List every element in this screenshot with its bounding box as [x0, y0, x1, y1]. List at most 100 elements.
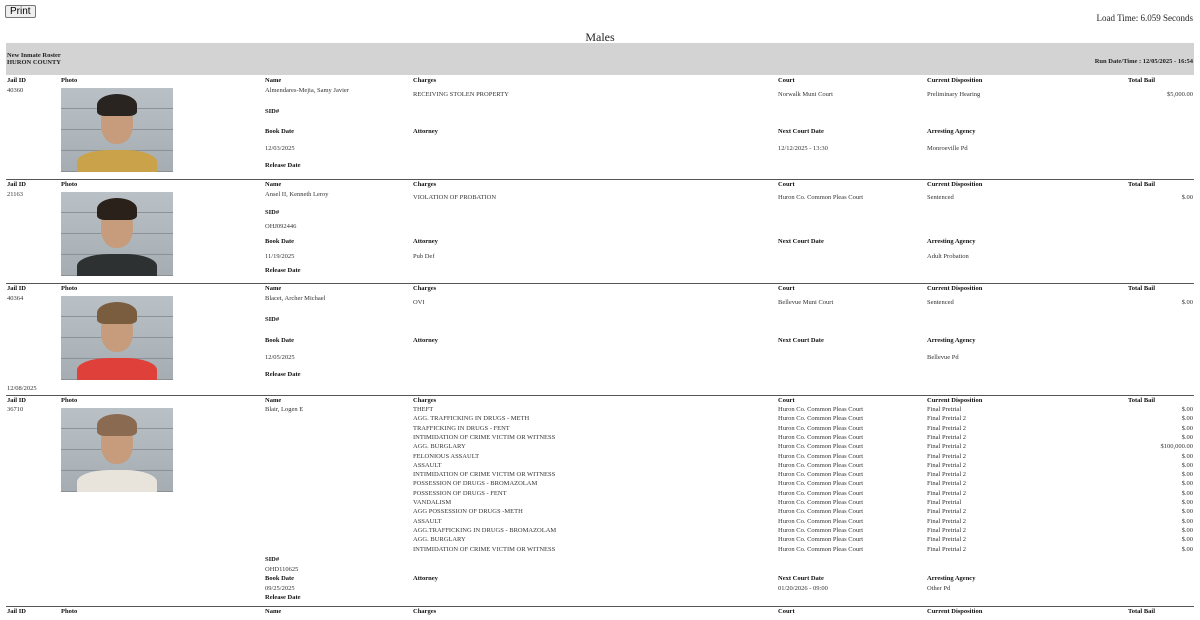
- inmate-name: Ansel II, Kenneth Leroy: [265, 191, 329, 198]
- court: Huron Co. Common Pleas Court: [778, 424, 864, 432]
- attorney-label: Attorney: [413, 337, 438, 344]
- mugshot-photo: [61, 192, 173, 276]
- charge: INTIMIDATION OF CRIME VICTIM OR WITNESS: [413, 433, 556, 441]
- header-total-bail: Total Bail: [1128, 608, 1156, 615]
- book-date-label: Book Date: [265, 575, 295, 582]
- arresting-agency-label: Arresting Agency: [927, 128, 976, 135]
- sid-label: SID#: [265, 209, 280, 216]
- total-bail: $.00: [1181, 480, 1193, 488]
- attorney-label: Attorney: [413, 238, 438, 245]
- next-court-date-label: Next Court Date: [778, 128, 824, 135]
- inmate-name: Almendares-Mejia, Samy Javier: [265, 87, 349, 94]
- charge: ASSAULT: [413, 461, 442, 469]
- disposition: Final Pretrial 2: [927, 489, 966, 497]
- total-bail: $.00: [1181, 299, 1193, 306]
- arresting-agency-label: Arresting Agency: [927, 575, 976, 582]
- header-name: Name: [265, 77, 282, 84]
- header-jail-id: Jail ID: [7, 181, 26, 188]
- header-jail-id: Jail ID: [7, 608, 26, 615]
- roster-name: New Inmate Roster: [7, 52, 61, 59]
- record-divider: [6, 606, 1194, 607]
- disposition: Final Pretrial 2: [927, 526, 966, 534]
- court: Huron Co. Common Pleas Court: [778, 545, 864, 553]
- total-bail: $.00: [1181, 545, 1193, 553]
- court: Huron Co. Common Pleas Court: [778, 508, 864, 516]
- disposition: Preliminary Hearing: [927, 91, 981, 98]
- sid-label: SID#: [265, 556, 280, 563]
- total-bail: $.00: [1181, 452, 1193, 460]
- charge: OVI: [413, 299, 425, 306]
- disposition: Final Pretrial: [927, 499, 962, 506]
- charge: VIOLATION OF PROBATION: [413, 194, 497, 201]
- court: Huron Co. Common Pleas Court: [778, 471, 864, 479]
- court: Huron Co. Common Pleas Court: [778, 194, 864, 201]
- court: Huron Co. Common Pleas Court: [778, 406, 864, 413]
- header-photo: Photo: [61, 285, 78, 292]
- disposition: Final Pretrial 2: [927, 471, 966, 479]
- jail-id: 21163: [7, 191, 24, 198]
- charge: THEFT: [413, 406, 434, 413]
- court: Bellevue Muni Court: [778, 299, 834, 306]
- page-title: Males: [585, 30, 615, 44]
- roster-header-band: New Inmate Roster HURON COUNTY Run Date/T…: [6, 43, 1194, 75]
- header-charges: Charges: [413, 181, 437, 188]
- arresting-agency-label: Arresting Agency: [927, 337, 976, 344]
- arresting-agency: Adult Probation: [927, 253, 969, 260]
- header-total-bail: Total Bail: [1128, 181, 1156, 188]
- book-date: 12/05/2025: [265, 354, 295, 361]
- next-court-date: 12/12/2025 - 13:30: [778, 145, 828, 152]
- charge: POSSESSION OF DRUGS - BROMAZOLAM: [413, 480, 538, 488]
- charge: AGG. BURGLARY: [413, 443, 466, 451]
- mugshot-photo: [61, 296, 173, 380]
- court: Huron Co. Common Pleas Court: [778, 536, 864, 544]
- jail-id: 40360: [7, 87, 24, 94]
- total-bail: $.00: [1181, 536, 1193, 544]
- total-bail: $.00: [1181, 415, 1193, 423]
- disposition: Final Pretrial: [927, 406, 962, 413]
- header-court: Court: [778, 397, 795, 404]
- disposition: Final Pretrial 2: [927, 415, 966, 423]
- record-divider: [6, 395, 1194, 396]
- disposition: Final Pretrial 2: [927, 433, 966, 441]
- charge: TRAFFICKING IN DRUGS - FENT: [413, 424, 510, 432]
- charge: POSSESSION OF DRUGS - FENT: [413, 489, 507, 497]
- header-charges: Charges: [413, 285, 437, 292]
- book-date: 09/25/2025: [265, 585, 295, 592]
- header-name: Name: [265, 181, 282, 188]
- arresting-agency: Other Pd: [927, 585, 951, 592]
- court: Huron Co. Common Pleas Court: [778, 499, 864, 506]
- header-disposition: Current Disposition: [927, 285, 983, 292]
- total-bail: $.00: [1181, 526, 1193, 534]
- header-photo: Photo: [61, 397, 78, 404]
- header-jail-id: Jail ID: [7, 285, 26, 292]
- inmate-name: Blair, Logen E: [265, 406, 304, 413]
- charge: INTIMIDATION OF CRIME VICTIM OR WITNESS: [413, 471, 556, 479]
- court: Huron Co. Common Pleas Court: [778, 415, 864, 423]
- header-total-bail: Total Bail: [1128, 397, 1156, 404]
- disposition: Sentenced: [927, 299, 954, 306]
- charge: VANDALISM: [413, 499, 452, 506]
- roster-title: New Inmate Roster HURON COUNTY: [7, 52, 61, 66]
- court: Huron Co. Common Pleas Court: [778, 489, 864, 497]
- jail-id: 36710: [7, 406, 24, 413]
- print-button[interactable]: Print: [5, 5, 36, 18]
- court: Huron Co. Common Pleas Court: [778, 443, 864, 451]
- jail-id: 40364: [7, 295, 24, 302]
- arresting-agency-label: Arresting Agency: [927, 238, 976, 245]
- header-disposition: Current Disposition: [927, 608, 983, 615]
- next-court-date-label: Next Court Date: [778, 337, 824, 344]
- header-name: Name: [265, 285, 282, 292]
- disposition: Final Pretrial 2: [927, 424, 966, 432]
- header-photo: Photo: [61, 608, 78, 615]
- header-charges: Charges: [413, 608, 437, 615]
- disposition: Final Pretrial 2: [927, 545, 966, 553]
- court: Norwalk Muni Court: [778, 91, 833, 98]
- next-court-date: 01/20/2026 - 09:00: [778, 585, 828, 592]
- load-time: Load Time: 6.059 Seconds: [1096, 13, 1193, 23]
- total-bail: $.00: [1181, 406, 1193, 413]
- charge: AGG.TRAFFICKING IN DRUGS - BROMAZOLAM: [413, 526, 557, 534]
- header-total-bail: Total Bail: [1128, 285, 1156, 292]
- sid-value: OHD110625: [265, 566, 299, 573]
- header-disposition: Current Disposition: [927, 397, 983, 404]
- total-bail: $.00: [1181, 517, 1193, 525]
